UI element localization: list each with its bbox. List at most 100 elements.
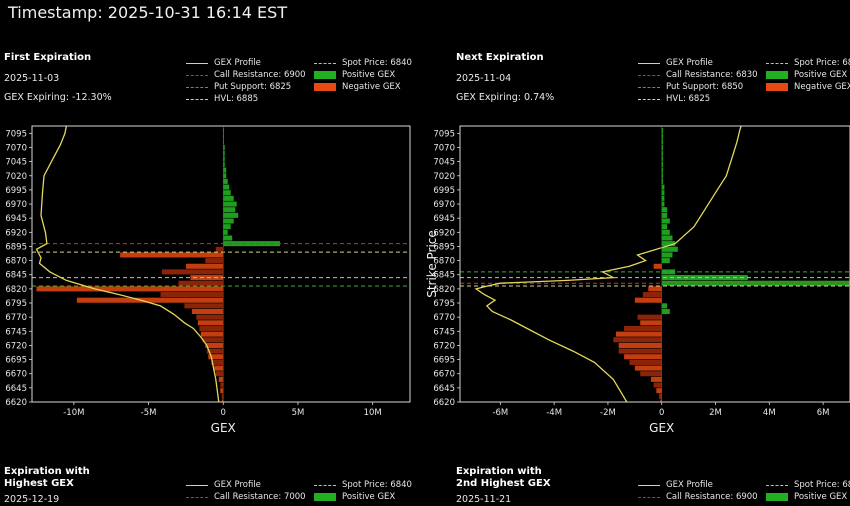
bar-negative (191, 308, 224, 315)
bar-positive (223, 156, 225, 162)
bar-positive (223, 150, 225, 156)
bar-negative (215, 246, 224, 252)
bar-negative (220, 382, 224, 388)
bar-positive (661, 184, 665, 190)
bar-positive (223, 127, 224, 134)
x-tick-label: -6M (492, 408, 508, 418)
bar-negative (637, 314, 662, 320)
axes-frame (459, 125, 850, 403)
y-tick-label: 6645 (433, 384, 455, 394)
bar-negative (618, 342, 662, 348)
bar-negative (190, 275, 224, 281)
gex-profile-line (474, 126, 742, 402)
bar-positive (223, 139, 224, 145)
bar-negative (197, 320, 224, 326)
bar-positive (661, 144, 664, 151)
bar-negative (206, 348, 224, 354)
y-tick-label: 6620 (433, 398, 455, 408)
y-tick-label: 6695 (433, 356, 455, 366)
bar-positive (661, 303, 668, 309)
y-tick-label: 6920 (433, 228, 455, 238)
bar-negative (653, 382, 662, 388)
y-tick-label: 6920 (5, 228, 27, 238)
panel-1-date: 2025-11-03 (4, 73, 60, 84)
y-tick-label: 6695 (5, 356, 27, 366)
x-tick-label: 10M (364, 408, 382, 418)
bar-positive (223, 190, 231, 196)
chart-next-expiration: 6620 6645 6670 6695 6720 6745 6770 6795 6820 6845… (425, 125, 850, 435)
bar-negative (205, 342, 224, 348)
y-tick-label: 7045 (433, 158, 455, 168)
bar-positive (223, 167, 227, 173)
panel-2-expiring: GEX Expiring: 0.74% (456, 92, 555, 103)
x-tick-label: 0 (659, 408, 664, 418)
timestamp: Timestamp: 2025-10-31 16:14 EST (8, 3, 288, 22)
bar-negative (120, 252, 224, 258)
bar-negative (660, 399, 662, 402)
x-tick-label: 4M (763, 408, 776, 418)
y-tick-label: 6945 (433, 214, 455, 224)
y-tick-label: 6820 (433, 285, 455, 295)
y-tick-label: 6770 (5, 313, 27, 323)
bar-positive (661, 190, 665, 196)
y-tick-label: 6970 (5, 200, 27, 210)
x-tick-label: 6M (817, 408, 830, 418)
bar-positive (223, 207, 236, 213)
bar-negative (221, 399, 224, 402)
bar-positive (661, 195, 665, 201)
y-tick-label: 6745 (433, 327, 455, 337)
y-tick-label: 6945 (5, 214, 27, 224)
y-axis-label: Strike Price (425, 230, 439, 298)
bar-negative (629, 359, 662, 365)
x-tick-label: -10M (63, 408, 84, 418)
bar-positive (661, 178, 664, 184)
y-tick-label: 6870 (433, 257, 455, 267)
bar-positive (661, 173, 664, 179)
x-tick-label: 2M (709, 408, 722, 418)
y-tick-label: 6795 (5, 299, 27, 309)
y-tick-label: 6995 (433, 186, 455, 196)
bar-positive (223, 212, 239, 218)
y-tick-label: 6670 (433, 370, 455, 380)
panel-2-title: Next Expiration (456, 52, 544, 63)
x-axis-label: GEX (649, 421, 674, 435)
panel-4-title-line2: 2nd Highest GEX (456, 478, 551, 489)
plot-area (460, 126, 850, 402)
bar-negative (613, 337, 662, 343)
y-tick-label: 6820 (5, 285, 27, 295)
panel-1-title: First Expiration (4, 52, 92, 63)
bar-negative (185, 263, 224, 269)
bar-positive (223, 161, 225, 167)
bar-positive (661, 258, 670, 264)
bar-negative (221, 393, 224, 399)
bar-negative (161, 269, 224, 275)
plot-area (32, 126, 410, 402)
bar-negative (656, 388, 662, 394)
y-tick-label: 6970 (433, 200, 455, 210)
bar-negative (76, 297, 224, 303)
bar-negative (659, 393, 662, 399)
bar-positive (661, 127, 664, 134)
panel-2-date: 2025-11-04 (456, 73, 512, 84)
y-tick-label: 6770 (433, 313, 455, 323)
x-tick-label: 5M (292, 408, 305, 418)
bar-negative (634, 365, 662, 371)
bar-positive (661, 150, 664, 156)
bar-positive (223, 201, 237, 207)
bar-negative (648, 286, 662, 292)
bar-negative (618, 348, 662, 354)
y-tick-label: 6845 (433, 271, 455, 281)
bar-positive (223, 235, 233, 241)
y-tick-label: 7045 (5, 158, 27, 168)
bar-negative (218, 376, 224, 382)
y-tick-label: 6895 (433, 242, 455, 252)
panel-3-title-line1: Expiration with (4, 466, 90, 477)
y-tick-label: 7095 (433, 129, 455, 139)
bar-positive (661, 246, 678, 252)
y-tick-label: 6620 (5, 398, 27, 408)
bar-positive (223, 144, 225, 151)
panel-1-expiring: GEX Expiring: -12.30% (4, 92, 112, 103)
bar-negative (624, 325, 662, 332)
y-tick-label: 6895 (5, 242, 27, 252)
x-tick-label: -4M (546, 408, 562, 418)
